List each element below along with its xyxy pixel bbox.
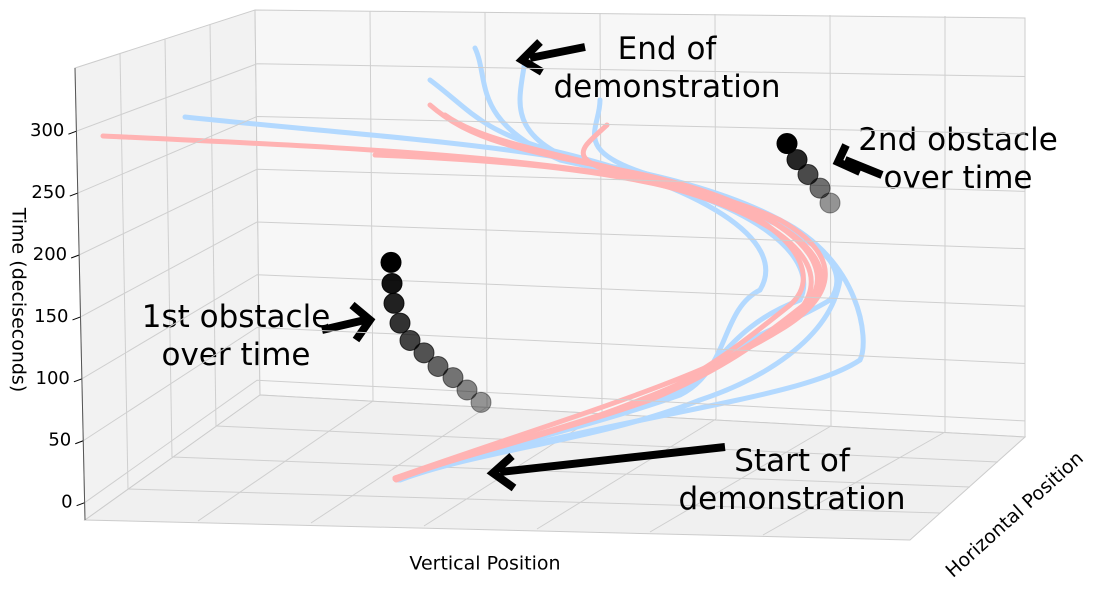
z-tick-label: 0 (61, 492, 72, 513)
trajectories (100, 45, 866, 483)
annotation: 2nd obstacle over time (858, 122, 1058, 196)
layout-grid (119, 10, 999, 536)
tick-mark (72, 316, 81, 321)
grid-line (81, 274, 1026, 380)
tick-mark (76, 502, 85, 507)
obstacle-point (427, 355, 449, 377)
obstacle-point (776, 133, 798, 155)
panes (74, 9, 1027, 541)
z-tick-label: 250 (31, 182, 65, 203)
tick-mark (73, 378, 83, 383)
trajectory (395, 112, 806, 481)
grid-line (82, 326, 1026, 442)
obstacle-point (786, 149, 808, 171)
obstacle-point (470, 391, 492, 413)
obstacle-point (413, 342, 435, 364)
obstacle-point (381, 272, 403, 294)
obstacle-point (389, 312, 411, 334)
grid-line (84, 379, 1026, 504)
grid-line (80, 221, 1026, 318)
obstacle-point (797, 163, 819, 185)
annotation: 1st obstacle over time (142, 299, 331, 373)
trajectory (182, 114, 866, 481)
z-axis-label: Time (deciseconds) (8, 207, 30, 393)
tick-mark (68, 130, 77, 135)
trajectory (100, 133, 828, 481)
obstacle-point (809, 177, 831, 199)
grid-line (76, 63, 1026, 132)
z-axis-line (74, 67, 86, 521)
z-tick-label: 200 (33, 244, 67, 265)
annotation: End of demonstration (554, 31, 781, 105)
tick-mark (69, 192, 78, 197)
z-tick-label: 150 (34, 306, 68, 327)
z-tick-label: 300 (30, 120, 64, 141)
z-tick-label: 50 (48, 430, 71, 451)
trajectory (395, 77, 769, 483)
obstacle-point (399, 329, 421, 351)
grid-line (77, 116, 1026, 194)
z-tick-label: 100 (36, 368, 70, 389)
obstacle-point (456, 379, 478, 401)
obstacle-point (819, 192, 841, 214)
obstacle-point (380, 251, 402, 273)
annotation: Start of demonstration (679, 443, 906, 517)
z-axis: 0 50 100 150 200 250 300 (30, 63, 1026, 521)
x-axis-label: Vertical Position (409, 553, 560, 575)
tick-mark (70, 254, 80, 259)
tick-mark (75, 440, 84, 445)
obstacle-point (383, 292, 405, 314)
obstacle-point (442, 367, 464, 389)
grid-line (78, 168, 1026, 256)
trajectory (397, 45, 843, 483)
